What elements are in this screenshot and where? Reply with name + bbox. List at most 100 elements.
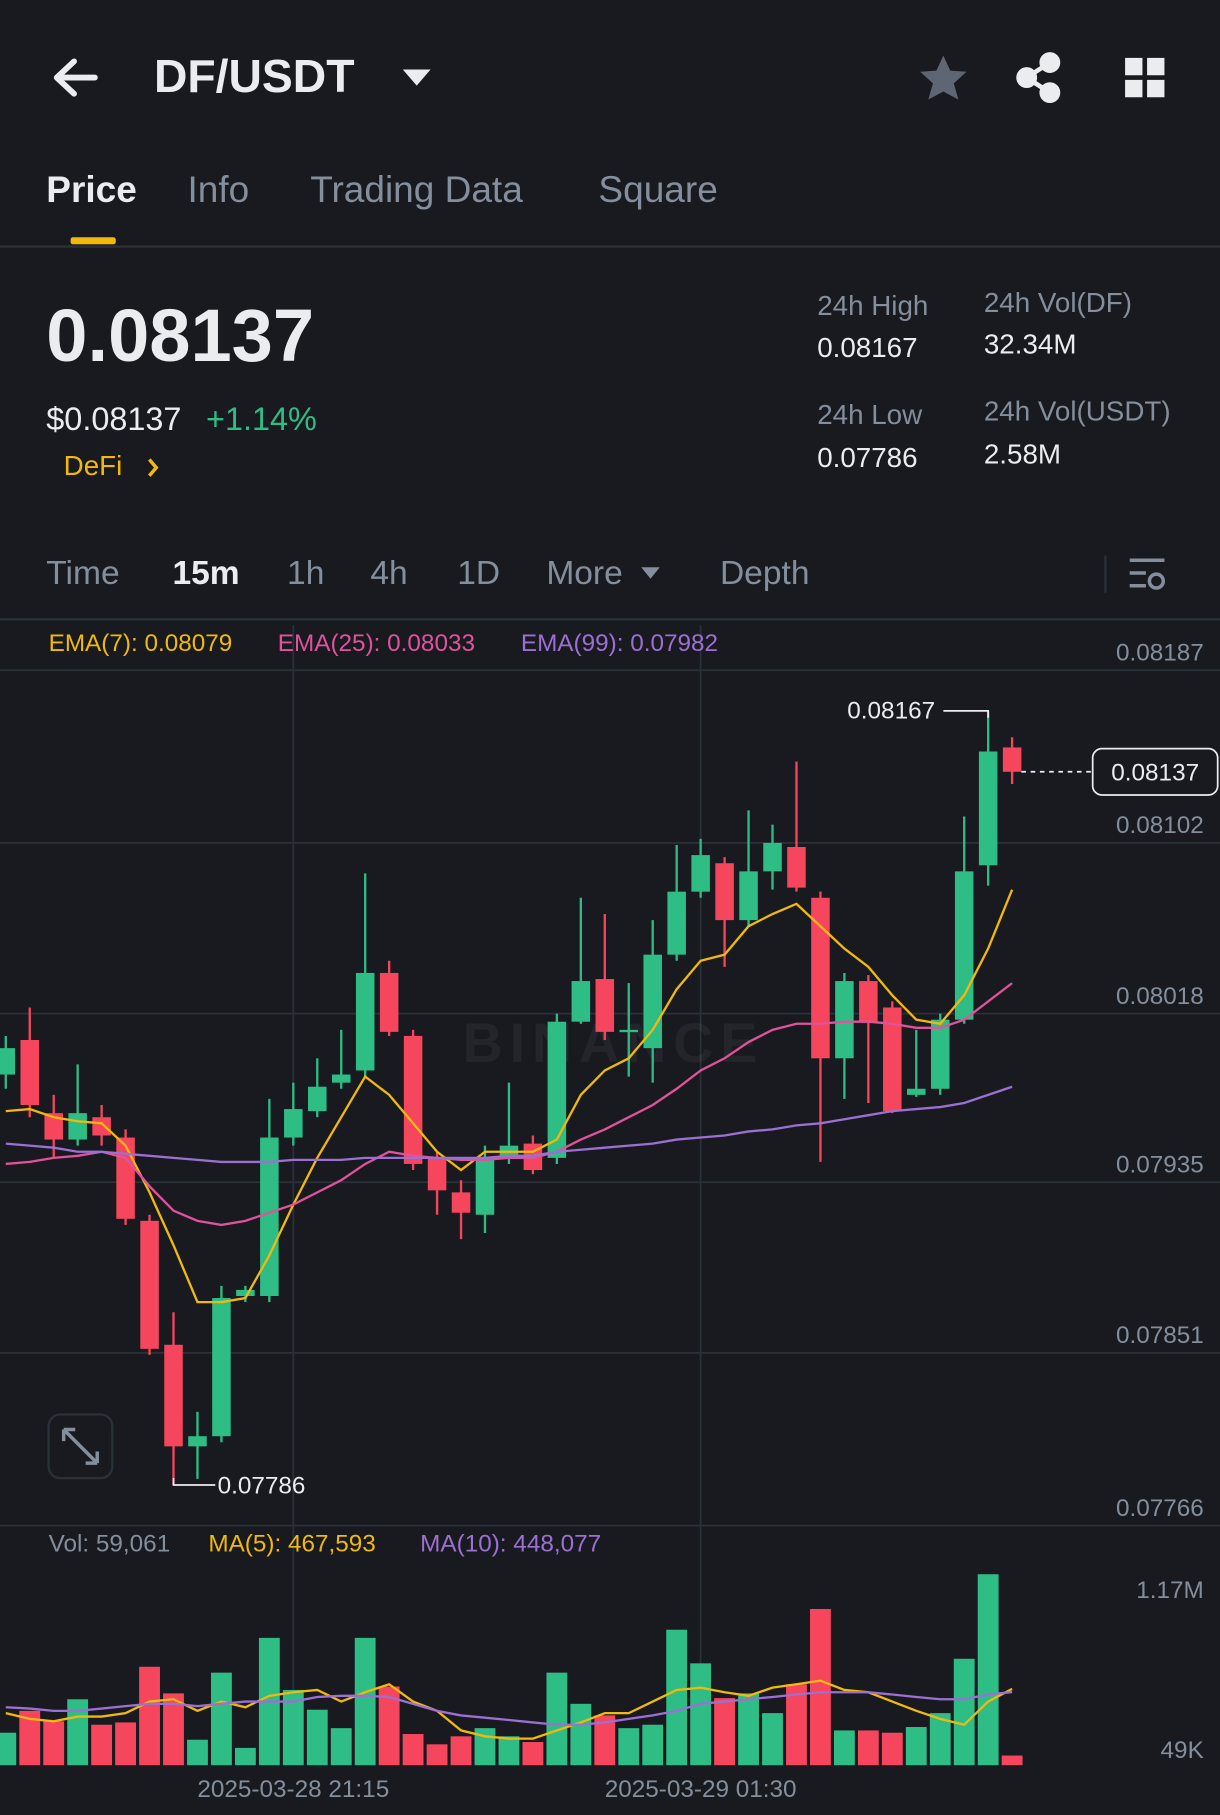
volume-bar xyxy=(498,1736,520,1766)
volume-bar xyxy=(857,1730,879,1766)
interval[interactable]: More xyxy=(546,555,622,592)
x-tick-label: 2025-03-29 01:30 xyxy=(605,1776,797,1803)
volume-bar xyxy=(570,1703,592,1766)
candle-body xyxy=(475,1157,495,1215)
volume-bar xyxy=(19,1710,41,1766)
candle-body xyxy=(116,1137,135,1219)
stat-label: 24h Vol(USDT) xyxy=(984,396,1171,427)
y-tick-label: 0.08187 xyxy=(1116,639,1204,666)
candle-body xyxy=(451,1192,471,1213)
x-tick-label: 2025-03-28 21:15 xyxy=(197,1776,389,1803)
candle-body xyxy=(260,1137,279,1297)
y-tick-label: 0.07935 xyxy=(1116,1151,1204,1178)
volume-bar xyxy=(762,1713,783,1766)
interval[interactable]: Depth xyxy=(720,555,810,592)
candle-body xyxy=(715,863,734,921)
interval[interactable]: 1D xyxy=(457,555,500,592)
volume-bar xyxy=(953,1658,975,1766)
ema-line xyxy=(5,1085,1013,1164)
volume-bar xyxy=(786,1684,807,1766)
candle-body xyxy=(0,1048,16,1075)
interval[interactable]: 15m xyxy=(172,555,239,592)
volume-bar xyxy=(450,1736,472,1766)
ma-line xyxy=(5,1679,1013,1740)
candle-body xyxy=(643,954,662,1049)
candle-body xyxy=(954,871,974,1020)
volume-bar xyxy=(163,1693,184,1766)
volume-bar xyxy=(211,1672,232,1766)
interval[interactable]: Time xyxy=(46,555,119,592)
interval[interactable]: 4h xyxy=(370,555,407,592)
candle-body xyxy=(164,1344,183,1447)
interval[interactable]: 1h xyxy=(287,555,324,592)
stat-label: 24h Low xyxy=(817,399,923,430)
volume-label: Vol: 59,061 xyxy=(49,1531,171,1558)
volume-bar xyxy=(0,1732,17,1766)
favorite-star[interactable] xyxy=(920,55,967,100)
candle-body xyxy=(20,1040,40,1106)
tab[interactable]: Price xyxy=(46,168,137,210)
candle-body xyxy=(212,1298,231,1437)
volume-bar xyxy=(522,1742,544,1766)
candle-body xyxy=(44,1113,63,1140)
tag[interactable]: DeFi xyxy=(64,450,123,481)
legend-label: EMA(7): 0.08079 xyxy=(49,630,233,657)
legend-label: MA(10): 448,077 xyxy=(420,1531,601,1558)
back-button[interactable] xyxy=(53,58,98,97)
tab[interactable]: Info xyxy=(188,168,250,210)
y-tick-label: 0.08018 xyxy=(1116,983,1204,1010)
volume-bar xyxy=(234,1747,256,1766)
candle-body xyxy=(930,1019,950,1089)
candle-body xyxy=(427,1157,447,1191)
stat-label: 24h Vol(DF) xyxy=(984,287,1132,318)
grid-menu[interactable] xyxy=(1125,57,1165,98)
volume-bar xyxy=(618,1728,640,1766)
candle-body xyxy=(883,1007,902,1112)
more-dropdown[interactable] xyxy=(641,567,660,579)
ma-line xyxy=(5,1690,1013,1726)
candle-body xyxy=(355,972,375,1071)
low-label: 0.07786 xyxy=(218,1473,306,1500)
candle-body xyxy=(284,1109,303,1138)
candle-body xyxy=(978,751,998,866)
candle-body xyxy=(68,1113,87,1140)
expand-icon[interactable] xyxy=(61,1427,99,1465)
volume-bar xyxy=(833,1730,855,1766)
high-label: 0.08167 xyxy=(847,697,935,724)
volume-bar xyxy=(881,1732,903,1766)
chart-settings[interactable] xyxy=(1129,558,1166,590)
volume-bar xyxy=(546,1672,568,1766)
volume-bar xyxy=(810,1608,831,1766)
pair-dropdown[interactable] xyxy=(402,69,431,86)
ema-line xyxy=(5,889,1014,1304)
volume-bar xyxy=(426,1744,448,1766)
usd-price: $0.08137 xyxy=(46,401,181,437)
candle-body xyxy=(379,972,399,1032)
stat-value: 2.58M xyxy=(984,438,1061,469)
chart: 0.07766 0.07851 0.07935 0.08018 0.08102 0.081… xyxy=(0,625,1220,1803)
ema-line xyxy=(5,982,1013,1227)
volume-bar xyxy=(187,1739,208,1766)
y-tick-label: 49K xyxy=(1161,1737,1204,1764)
pair-title[interactable]: DF/USDT xyxy=(154,50,355,102)
candle-body xyxy=(308,1086,327,1112)
candle-body xyxy=(859,981,878,1022)
low-marker xyxy=(172,1478,216,1486)
candle-body xyxy=(619,1029,639,1033)
candle-body xyxy=(140,1220,159,1349)
share-button[interactable] xyxy=(1016,52,1061,104)
volume-bar xyxy=(306,1709,328,1766)
y-tick-label: 0.07851 xyxy=(1116,1322,1204,1349)
tab[interactable]: Trading Data xyxy=(310,168,523,210)
candle-body xyxy=(547,1021,567,1158)
tab[interactable]: Square xyxy=(598,168,717,210)
candle-body xyxy=(1002,747,1022,772)
volume-bar xyxy=(378,1686,400,1766)
legend-label: MA(5): 467,593 xyxy=(208,1531,375,1558)
last-price-box xyxy=(1091,747,1219,796)
candle-body xyxy=(787,846,806,888)
volume-bar xyxy=(43,1721,65,1766)
tag-chevron[interactable] xyxy=(147,458,159,477)
